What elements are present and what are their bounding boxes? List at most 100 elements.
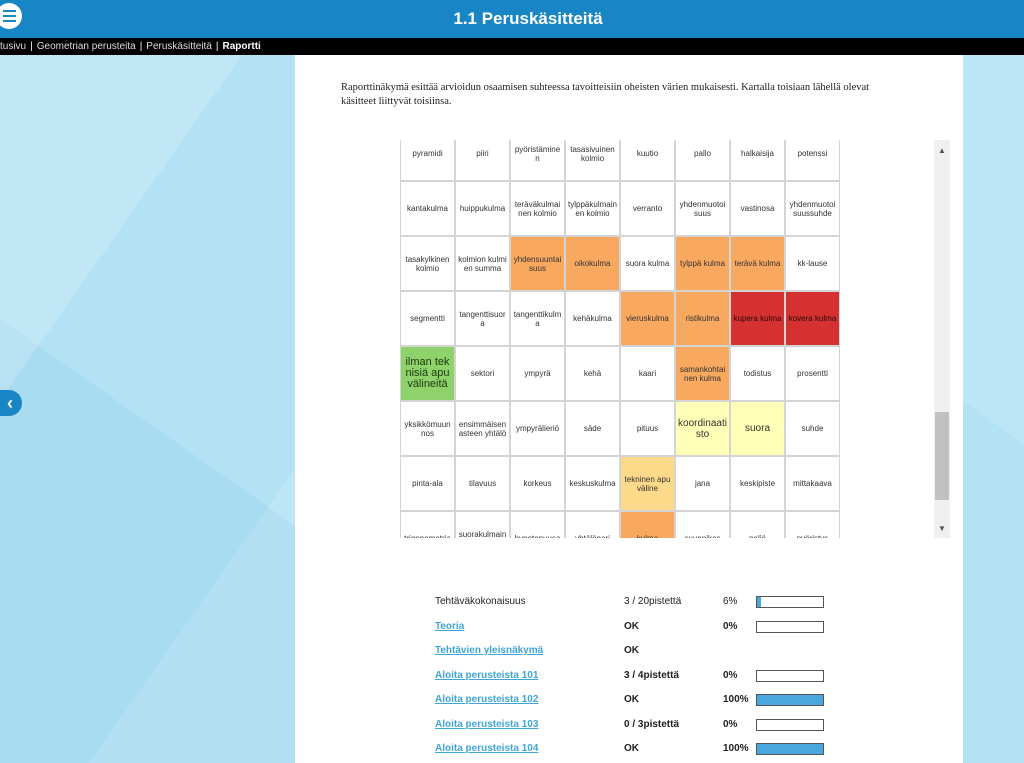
concept-cell[interactable]: kovera kulma bbox=[785, 291, 840, 346]
concept-map-grid: pyramidi piiri pyöristäminen tasasivuinen k… bbox=[400, 140, 840, 538]
report-row-link[interactable]: Aloita perusteista 102 bbox=[435, 694, 539, 705]
report-row-link[interactable]: Aloita perusteista 104 bbox=[435, 743, 539, 754]
concept-cell[interactable]: suora bbox=[730, 401, 785, 456]
map-scrollbar[interactable]: ▲ ▼ bbox=[934, 140, 950, 538]
back-button[interactable]: ‹ bbox=[0, 390, 22, 416]
concept-cell[interactable]: yksikkömuunnos bbox=[400, 401, 455, 456]
concept-cell[interactable]: kolmion kulmien summa bbox=[455, 236, 510, 291]
progress-bar bbox=[756, 743, 824, 755]
concept-cell[interactable]: kantakulma bbox=[400, 181, 455, 236]
report-row: Aloita perusteista 104 OK 100% bbox=[435, 737, 835, 762]
concept-cell[interactable]: pyramidi bbox=[400, 140, 455, 181]
report-row: Aloita perusteista 101 3 / 4pistettä 0% bbox=[435, 664, 835, 689]
concept-cell[interactable]: terävä kulma bbox=[730, 236, 785, 291]
concept-cell[interactable]: keskipiste bbox=[730, 456, 785, 511]
report-row-score: 0 / 3pistettä bbox=[624, 718, 680, 730]
concept-cell[interactable]: tasakylkinen kolmio bbox=[400, 236, 455, 291]
concept-cell[interactable]: ympyrä bbox=[510, 346, 565, 401]
concept-cell[interactable]: kehäkulma bbox=[565, 291, 620, 346]
concept-cell[interactable]: yhdenmuotoisuus bbox=[675, 181, 730, 236]
concept-cell[interactable]: huippukulma bbox=[455, 181, 510, 236]
report-row-score: 3 / 20pistettä bbox=[624, 596, 682, 607]
concept-cell[interactable]: suorakulmainen bbox=[455, 511, 510, 538]
report-table: Tehtäväkokonaisuus 3 / 20pistettä 6% Teoria… bbox=[435, 590, 835, 762]
breadcrumb-home[interactable]: tusivu bbox=[0, 41, 27, 52]
concept-cell[interactable]: kuutio bbox=[620, 140, 675, 181]
concept-cell[interactable]: tasasivuinen kolmio bbox=[565, 140, 620, 181]
concept-cell[interactable]: pallo bbox=[675, 140, 730, 181]
report-row-link[interactable]: Tehtävien yleisnäkymä bbox=[435, 645, 544, 656]
concept-cell[interactable]: yhtälöpari bbox=[565, 511, 620, 538]
concept-cell[interactable]: pinta-ala bbox=[400, 456, 455, 511]
concept-cell[interactable]: tangenttisuora bbox=[455, 291, 510, 346]
concept-cell[interactable]: tylppä kulma bbox=[675, 236, 730, 291]
concept-cell[interactable]: koordinaatisto bbox=[675, 401, 730, 456]
concept-cell[interactable]: pituus bbox=[620, 401, 675, 456]
report-row-link[interactable]: Aloita perusteista 103 bbox=[435, 718, 539, 730]
page-title: 1.1 Peruskäsitteitä bbox=[453, 9, 603, 28]
concept-cell[interactable]: vastinosa bbox=[730, 181, 785, 236]
breadcrumb-basics[interactable]: Peruskäsitteitä bbox=[146, 41, 212, 52]
scrollbar-thumb[interactable] bbox=[935, 412, 949, 500]
concept-cell[interactable]: tylppäkulmainen kolmio bbox=[565, 181, 620, 236]
concept-cell[interactable]: jana bbox=[675, 456, 730, 511]
concept-cell[interactable]: halkaisija bbox=[730, 140, 785, 181]
intro-text: Raporttinäkymä esittää arvioidun osaamis… bbox=[341, 82, 870, 107]
concept-cell[interactable]: prosentti bbox=[785, 346, 840, 401]
concept-cell[interactable]: yhdensuuntaisuus bbox=[510, 236, 565, 291]
concept-cell[interactable]: yhdenmuotoisuussuhde bbox=[785, 181, 840, 236]
triangle-down-icon[interactable]: ▼ bbox=[938, 523, 946, 533]
concept-cell[interactable]: suora kulma bbox=[620, 236, 675, 291]
menu-button[interactable] bbox=[0, 3, 22, 29]
concept-cell[interactable]: samankohtainen kulma bbox=[675, 346, 730, 401]
report-row-percent: 0% bbox=[723, 620, 738, 632]
report-row-score: 3 / 4pistettä bbox=[624, 669, 680, 681]
report-row-score: OK bbox=[624, 694, 639, 705]
progress-bar bbox=[756, 669, 824, 682]
concept-cell[interactable]: trigonometria bbox=[400, 511, 455, 538]
report-row: Tehtävien yleisnäkymä OK bbox=[435, 639, 835, 664]
concept-cell[interactable]: suhde bbox=[785, 401, 840, 456]
concept-cell[interactable]: säde bbox=[565, 401, 620, 456]
concept-cell[interactable]: verranto bbox=[620, 181, 675, 236]
report-row: Aloita perusteista 102 OK 100% bbox=[435, 688, 835, 713]
concept-cell[interactable]: oikokulma bbox=[565, 236, 620, 291]
breadcrumb-geometry[interactable]: Geometrian perusteita bbox=[36, 41, 136, 52]
concept-cell[interactable]: pyöristäminen bbox=[510, 140, 565, 181]
concept-cell[interactable]: tangenttikulma bbox=[510, 291, 565, 346]
concept-cell[interactable]: korkeus bbox=[510, 456, 565, 511]
report-row-score: OK bbox=[624, 620, 639, 632]
report-row: Aloita perusteista 103 0 / 3pistettä 0% bbox=[435, 713, 835, 738]
concept-cell[interactable]: kulma bbox=[620, 511, 675, 538]
triangle-up-icon[interactable]: ▲ bbox=[938, 145, 946, 155]
concept-cell[interactable]: sektori bbox=[455, 346, 510, 401]
concept-cell[interactable]: vieruskulma bbox=[620, 291, 675, 346]
concept-cell[interactable]: kk-lause bbox=[785, 236, 840, 291]
concept-cell[interactable]: ensimmäisen asteen yhtälö bbox=[455, 401, 510, 456]
concept-cell[interactable]: segmentti bbox=[400, 291, 455, 346]
concept-cell[interactable]: ympyrälieriö bbox=[510, 401, 565, 456]
concept-cell[interactable]: potenssi bbox=[785, 140, 840, 181]
concept-cell[interactable]: pyöristys bbox=[785, 511, 840, 538]
report-row-link[interactable]: Teoria bbox=[435, 620, 465, 632]
concept-cell[interactable]: kaari bbox=[620, 346, 675, 401]
concept-cell[interactable]: ilman teknisiä apuvälineitä bbox=[400, 346, 455, 401]
concept-cell[interactable]: mittakaava bbox=[785, 456, 840, 511]
progress-bar-fill bbox=[757, 695, 823, 705]
concept-cell[interactable]: neliö bbox=[730, 511, 785, 538]
concept-cell[interactable]: hypotenuusa bbox=[510, 511, 565, 538]
report-row-percent: 0% bbox=[723, 718, 738, 730]
report-row-percent: 0% bbox=[723, 669, 738, 681]
report-row-link[interactable]: Aloita perusteista 101 bbox=[435, 669, 539, 681]
concept-cell[interactable]: suunnikas bbox=[675, 511, 730, 538]
progress-bar bbox=[756, 718, 824, 731]
concept-cell[interactable]: todistus bbox=[730, 346, 785, 401]
concept-cell[interactable]: tekninen apuväline bbox=[620, 456, 675, 511]
concept-cell[interactable]: keskuskulma bbox=[565, 456, 620, 511]
concept-cell[interactable]: tilavuus bbox=[455, 456, 510, 511]
concept-cell[interactable]: kehä bbox=[565, 346, 620, 401]
concept-cell[interactable]: teräväkulmainen kolmio bbox=[510, 181, 565, 236]
concept-cell[interactable]: ristikulma bbox=[675, 291, 730, 346]
concept-cell[interactable]: kupera kulma bbox=[730, 291, 785, 346]
concept-cell[interactable]: piiri bbox=[455, 140, 510, 181]
